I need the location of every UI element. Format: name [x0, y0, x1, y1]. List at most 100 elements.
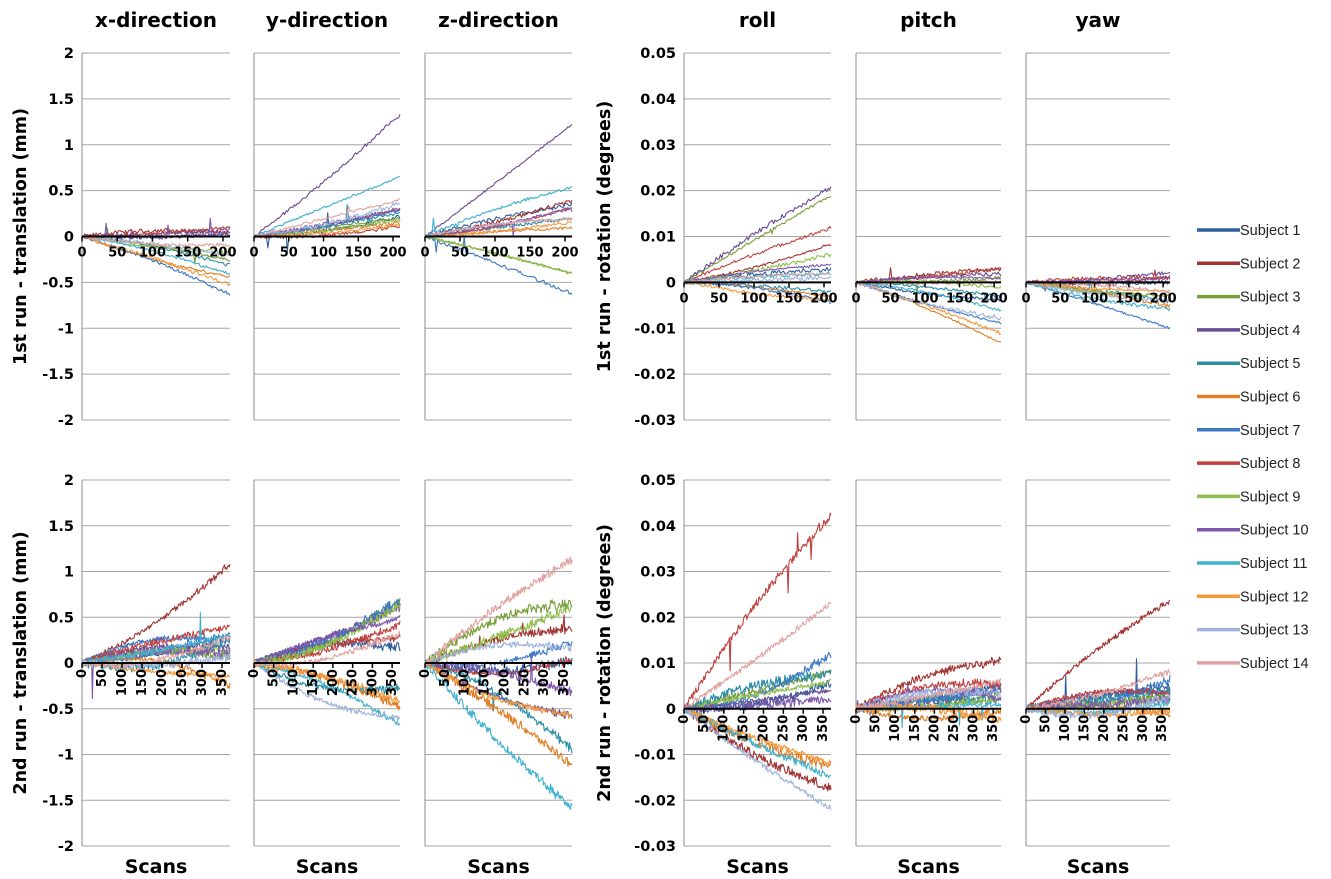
panel-yaw-run2: 0 50 100 150 200 250 300 350 Scans [1019, 479, 1171, 878]
subplot-title-y-direction: y-direction [266, 8, 388, 32]
y-tick-label: -0.5 [42, 275, 74, 291]
legend-label: Subject 8 [1240, 456, 1300, 472]
series-line-subject-7 [855, 281, 1002, 325]
series-line-subject-13 [855, 686, 1002, 712]
x-tick-label: 0 [1019, 715, 1034, 724]
subplot-title-roll: roll [739, 8, 776, 32]
x-tick-label: 150 [1115, 291, 1142, 306]
series-line-subject-10 [855, 276, 1002, 284]
legend-item-subject-5: Subject 5 [1197, 356, 1300, 372]
y-tick-label: -2 [58, 413, 74, 429]
series-line-subject-11 [855, 281, 1002, 312]
legend-item-subject-12: Subject 12 [1197, 589, 1309, 605]
series-line-subject-4 [253, 114, 401, 238]
x-tick-label: 250 [346, 669, 361, 696]
x-tick-label: 200 [155, 669, 170, 696]
panel-roll-run2: 0.05 0.04 0.03 0.02 0.01 0 -0.01 -0.02 -0.03 0 50 1… [634, 473, 832, 878]
y-tick-label: 2 [64, 46, 74, 62]
series-line-subject-2 [424, 614, 573, 666]
x-tick-label: 50 [451, 246, 469, 261]
series-line-subject-12 [253, 659, 401, 703]
x-tick-label: 100 [310, 246, 337, 261]
y-tick-label: 0.5 [48, 184, 74, 200]
x-tick-label: 300 [796, 715, 811, 742]
x-tick-label: 250 [776, 715, 791, 742]
legend-item-subject-4: Subject 4 [1197, 323, 1300, 339]
legend-item-subject-10: Subject 10 [1197, 523, 1309, 539]
series-line-subject-13 [855, 281, 1002, 321]
x-tick-label: 350 [385, 669, 400, 696]
panel-pitch-run2: 0 50 100 150 200 250 300 350 Scans [849, 479, 1002, 878]
panel-x-direction-run1: 21.510.50-0.5-1-1.5-20 50 100 150 200 [42, 46, 236, 429]
legend-label: Subject 9 [1240, 489, 1300, 505]
legend-item-subject-9: Subject 9 [1197, 489, 1300, 505]
y-tick-label: 1.5 [48, 92, 74, 108]
panel-x-direction-run2: 2 1.5 1 0.5 0 -0.5 -1 -1.5 -2 0 50 100 150 200 250 300 3… [42, 473, 231, 878]
series-line-subject-14 [1025, 280, 1171, 295]
x-tick-label: 200 [756, 715, 771, 742]
legend-label: Subject 11 [1240, 556, 1307, 572]
x-tick-label: 250 [947, 715, 962, 742]
x-tick-label: 0 [679, 291, 688, 306]
x-tick-label: 50 [95, 669, 110, 687]
y-tick-label: 1 [64, 565, 74, 581]
series-line-subject-14 [424, 217, 573, 238]
x-tick-label: 0 [851, 291, 860, 306]
x-tick-label: 0 [420, 246, 429, 261]
x-tick-label: 300 [1136, 715, 1151, 742]
series-line-subject-2 [683, 244, 832, 284]
subplot-title-z-direction: z-direction [438, 8, 559, 32]
y-tick-label: -2 [58, 839, 74, 855]
x-tick-label: 200 [927, 715, 942, 742]
series-line-subject-3 [424, 599, 573, 665]
series-line-subject-13 [1025, 280, 1171, 302]
panel-y-direction-run2: 0 50 100 150 200 250 300 350 Scans [247, 479, 401, 878]
x-tick-label: 100 [115, 669, 130, 696]
series-line-subject-14 [1025, 668, 1171, 711]
series-line-subject-8 [683, 226, 832, 284]
series-line-subject-11 [81, 235, 231, 275]
y-tick-label: -0.01 [634, 321, 676, 337]
y-tick-label: -0.03 [634, 413, 676, 429]
y-tick-label: 0 [666, 702, 676, 718]
series-line-subject-11 [424, 185, 573, 237]
series-line-subject-10 [424, 206, 573, 238]
series-line-subject-14 [253, 197, 401, 238]
legend-label: Subject 2 [1240, 256, 1300, 272]
series-line-subject-9 [424, 605, 573, 668]
x-tick-label: 100 [911, 291, 938, 306]
panel-y-direction-run1: 0 50 100 150 200 [249, 52, 407, 421]
x-tick-label: 50 [1051, 291, 1069, 306]
x-tick-label: 150 [516, 246, 543, 261]
x-tick-label: 300 [195, 669, 210, 696]
x-tick-label: 250 [517, 669, 532, 696]
series-line-subject-14 [683, 602, 832, 710]
legend: Subject 1 Subject 2 Subject 3 Subject 4 Subj… [1197, 223, 1309, 672]
series-line-subject-8 [855, 678, 1002, 712]
series-line-subject-13 [683, 708, 832, 811]
x-tick-label: 100 [740, 291, 767, 306]
x-tick-label: 100 [481, 246, 508, 261]
x-tick-label: 0 [249, 246, 258, 261]
x-tick-label: 200 [209, 246, 236, 261]
x-tick-label: 150 [946, 291, 973, 306]
legend-label: Subject 13 [1240, 623, 1309, 639]
series-line-subject-13 [81, 234, 231, 257]
series-line-subject-5 [1025, 276, 1171, 304]
x-tick-label: 350 [986, 715, 1001, 742]
series-line-subject-11 [253, 175, 401, 238]
y-axis-label-translation-run2: 2nd run - translation (mm) [11, 531, 31, 794]
legend-label: Subject 1 [1240, 223, 1300, 239]
x-axis-label-scans: Scans [726, 856, 789, 878]
series-line-subject-12 [683, 280, 831, 302]
series-line-subject-9 [253, 218, 401, 239]
series-line-subject-11 [81, 612, 231, 666]
legend-item-subject-13: Subject 13 [1197, 623, 1309, 639]
x-tick-label: 0 [1021, 291, 1030, 306]
x-tick-label: 0 [75, 669, 90, 678]
legend-label: Subject 12 [1240, 589, 1309, 605]
legend-item-subject-11: Subject 11 [1197, 556, 1307, 572]
x-tick-label: 100 [139, 246, 166, 261]
x-tick-label: 100 [1058, 715, 1073, 742]
